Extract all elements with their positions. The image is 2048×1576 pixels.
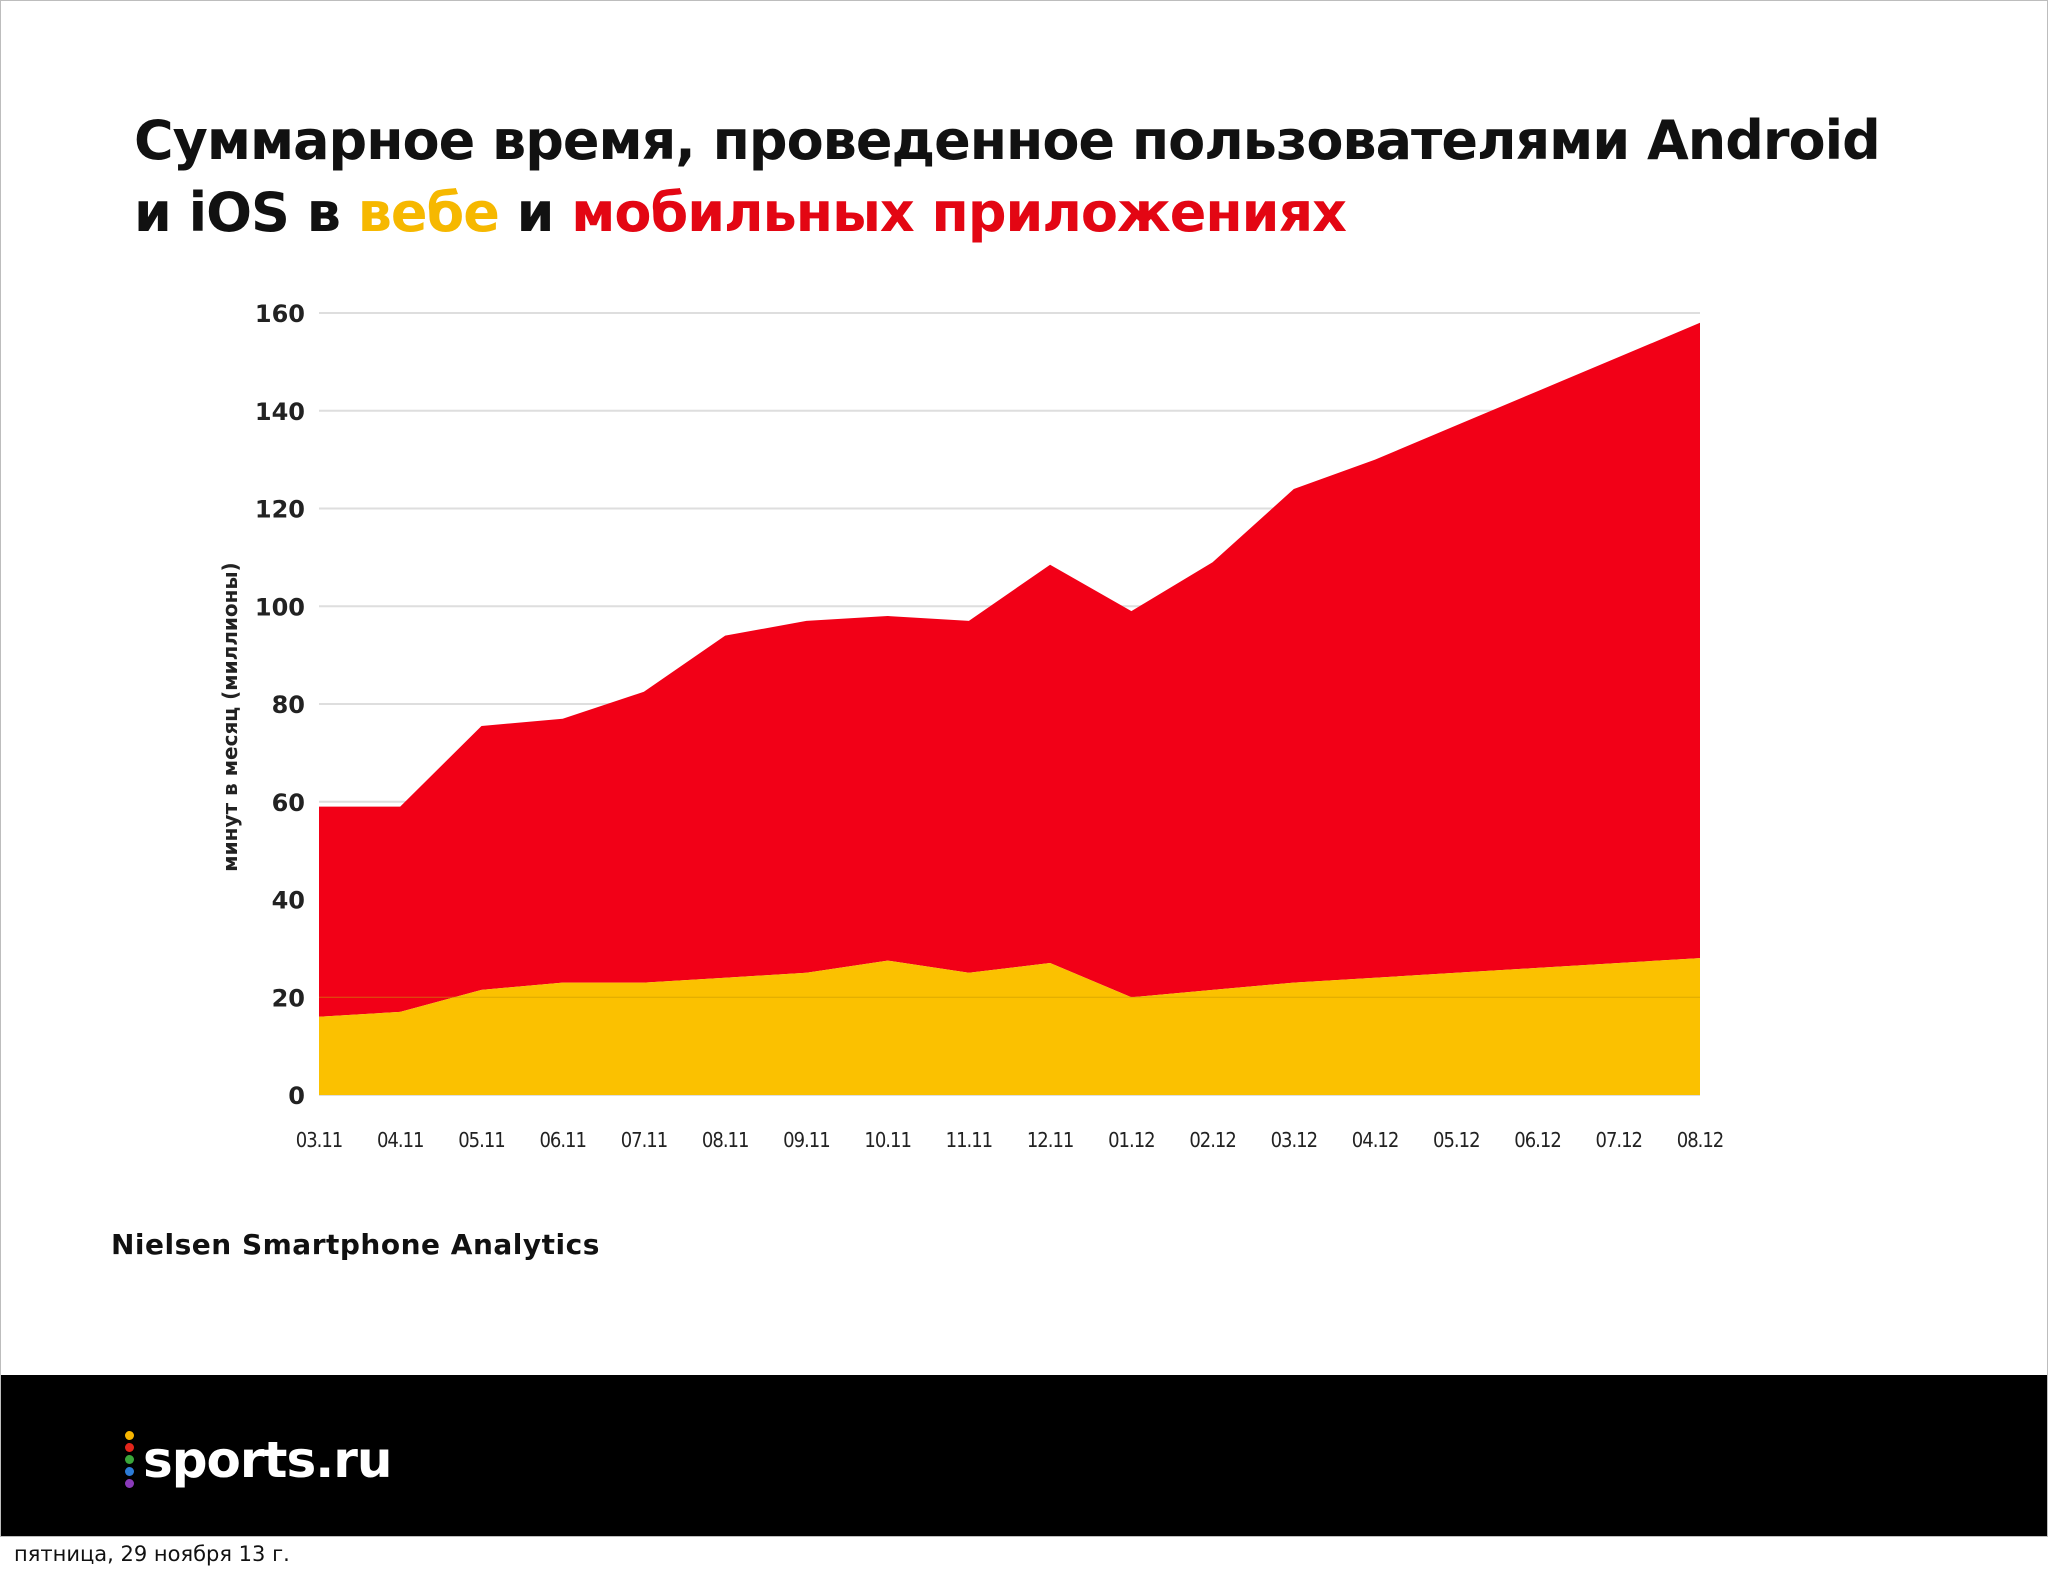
y-axis-label: минут в месяц (миллионы) [218, 562, 242, 871]
x-tick-label: 03.12 [1271, 1128, 1318, 1152]
title-apps-word: мобильных приложениях [571, 181, 1347, 244]
y-tick-label: 100 [255, 593, 305, 621]
title-part-1: Суммарное время, проведенное пользовател… [134, 109, 1881, 244]
x-tick-label: 02.12 [1189, 1128, 1236, 1152]
x-tick-label: 04.11 [377, 1128, 424, 1152]
area-chart: 0 20 40 60 80 100 120 140 160 03.11 04.11 05.11 06.… [218, 300, 1725, 1152]
footer-bar: sports.ru [1, 1375, 2047, 1536]
y-tick-label: 40 [272, 887, 305, 915]
logo-dot [125, 1443, 134, 1452]
title-part-2: и [498, 181, 572, 244]
source-caption: Nielsen Smartphone Analytics [111, 1228, 600, 1261]
series-apps-area [319, 322, 1700, 1017]
y-tick-label: 140 [255, 398, 305, 426]
y-tick-label: 120 [255, 496, 305, 524]
x-tick-label: 08.11 [702, 1128, 749, 1152]
x-tick-label: 05.11 [458, 1128, 505, 1152]
series-web-area [319, 958, 1700, 1095]
y-tick-label: 80 [272, 691, 305, 719]
date-label: пятница, 29 ноября 13 г. [14, 1542, 290, 1566]
logo-dot [125, 1479, 134, 1488]
title-web-word: вебе [357, 181, 500, 244]
chart-title: Суммарное время, проведенное пользовател… [134, 105, 1894, 249]
logo-text: sports.ru [143, 1431, 392, 1489]
logo-dot [125, 1431, 134, 1440]
slide: Суммарное время, проведенное пользовател… [0, 0, 2048, 1537]
x-tick-label: 10.11 [864, 1128, 911, 1152]
y-tick-label: 160 [255, 300, 305, 328]
logo-dots-icon [125, 1431, 135, 1491]
x-tick-label: 09.11 [783, 1128, 830, 1152]
y-tick-label: 0 [288, 1082, 305, 1110]
x-tick-label: 07.11 [621, 1128, 668, 1152]
x-tick-label: 07.12 [1596, 1128, 1643, 1152]
y-tick-label: 60 [272, 789, 305, 817]
x-tick-label: 11.11 [946, 1128, 993, 1152]
chart-areas [319, 322, 1700, 1095]
x-tick-label: 06.11 [539, 1128, 586, 1152]
y-tick-labels: 0 20 40 60 80 100 120 140 160 [255, 300, 305, 1110]
x-tick-label: 06.12 [1514, 1128, 1561, 1152]
x-tick-label: 05.12 [1433, 1128, 1480, 1152]
y-tick-label: 20 [272, 984, 305, 1012]
x-tick-labels: 03.11 04.11 05.11 06.11 07.11 08.11 09.11 10.11… [296, 1128, 1725, 1152]
x-tick-label: 08.12 [1677, 1128, 1724, 1152]
x-tick-label: 01.12 [1108, 1128, 1155, 1152]
logo-dot [125, 1467, 134, 1476]
x-tick-label: 04.12 [1352, 1128, 1399, 1152]
x-tick-label: 03.11 [296, 1128, 343, 1152]
x-tick-label: 12.11 [1027, 1128, 1074, 1152]
logo-dot [125, 1455, 134, 1464]
